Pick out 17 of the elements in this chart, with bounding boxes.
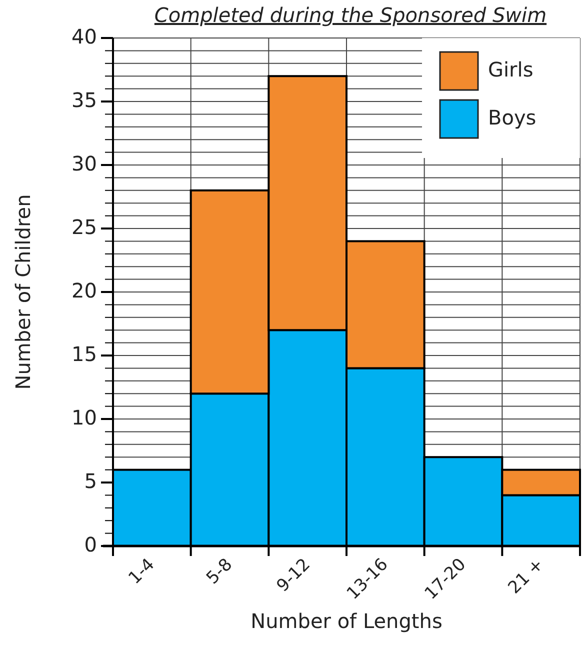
chart-title: Completed during the Sponsored Swim: [154, 3, 547, 27]
y-tick-label: 0: [84, 532, 97, 556]
x-tick-label: 5-8: [202, 554, 237, 588]
y-tick-label: 15: [72, 342, 97, 366]
y-axis-title: Number of Children: [11, 194, 35, 390]
y-tick-label: 5: [84, 468, 97, 493]
y-tick-label: 30: [72, 151, 97, 176]
y-tick-label: 25: [72, 214, 97, 239]
legend-label: Boys: [488, 105, 536, 130]
y-tick-label: 10: [72, 405, 97, 430]
y-tick-label: 35: [72, 88, 97, 112]
y-tick-label: 40: [72, 24, 97, 48]
legend-label: Girls: [488, 57, 534, 82]
y-tick-label: 20: [72, 278, 97, 302]
x-tick-label: 1-4: [124, 554, 159, 588]
x-axis-title: Number of Lengths: [250, 609, 442, 633]
x-tick-label: 21 +: [504, 554, 548, 598]
